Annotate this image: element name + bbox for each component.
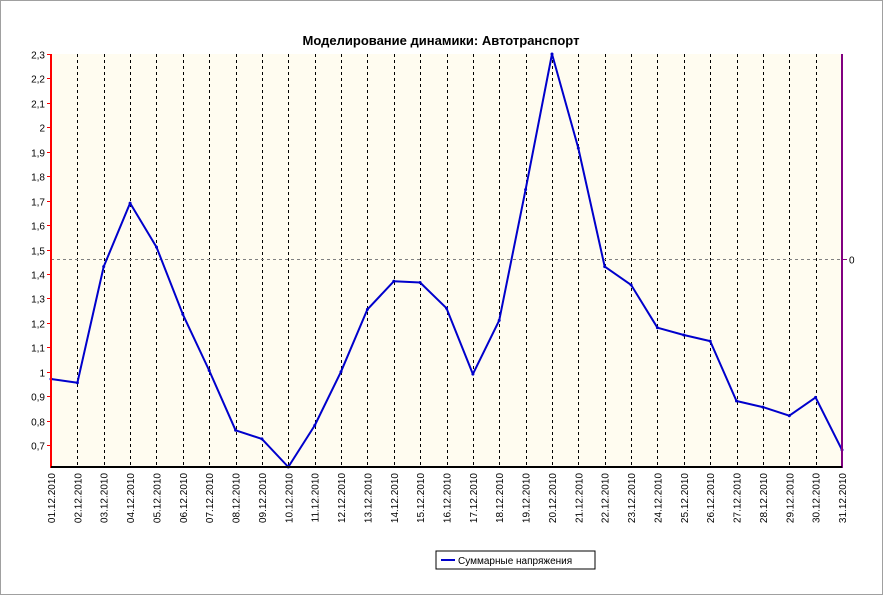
data-point — [708, 339, 712, 343]
y2-tick-label: 0 — [849, 256, 855, 267]
data-point — [234, 428, 238, 432]
data-point — [155, 245, 158, 249]
x-tick-label: 04.12.2010 — [126, 473, 137, 523]
data-point — [814, 395, 818, 399]
data-point — [761, 405, 765, 409]
x-tick-label: 17.12.2010 — [469, 473, 480, 523]
data-point — [365, 307, 369, 311]
y-tick-label: 0,7 — [31, 442, 45, 453]
x-tick-label: 25.12.2010 — [680, 473, 691, 523]
x-tick-label: 14.12.2010 — [390, 473, 401, 523]
x-tick-label: 11.12.2010 — [311, 473, 322, 523]
y-tick-label: 0,9 — [31, 393, 45, 404]
data-point — [75, 381, 79, 385]
series-layer — [49, 52, 844, 469]
data-point — [524, 188, 528, 192]
data-point — [445, 306, 448, 310]
x-tick-label: 02.12.2010 — [73, 473, 84, 523]
y-tick-label: 1,6 — [31, 222, 45, 233]
data-point — [735, 399, 738, 403]
x-tick-labels: 01.12.2010 02.12.2010 03.12.2010 04.12.2010… — [47, 473, 849, 524]
y-tick-label: 2,3 — [31, 51, 45, 62]
data-point — [313, 424, 317, 427]
x-tick-label: 03.12.2010 — [100, 473, 111, 523]
grid-layer — [77, 54, 817, 467]
x-tick-label: 15.12.2010 — [416, 473, 427, 523]
y-tick-label: 1,3 — [31, 295, 45, 306]
plot-area — [51, 54, 842, 467]
x-tick-label: 26.12.2010 — [706, 473, 717, 523]
y-tick-label: 1,7 — [31, 198, 45, 209]
x-tick-label: 01.12.2010 — [47, 473, 58, 523]
data-point — [497, 318, 501, 322]
y-tick-label: 2,1 — [31, 100, 45, 111]
x-tick-label: 06.12.2010 — [179, 473, 190, 523]
data-point — [787, 414, 791, 418]
y-tick-label: 1 — [39, 369, 45, 380]
data-point — [655, 326, 659, 330]
data-point — [181, 312, 185, 316]
x-tick-label: 20.12.2010 — [548, 473, 559, 523]
y-tick-label: 1,8 — [31, 173, 45, 184]
x-tick-label: 19.12.2010 — [522, 473, 533, 523]
y-tick-labels: 0,7 0,8 0,9 1 1,1 1,2 1,3 1,4 1,5 1,6 1,7 1,8 1,9 2 2,… — [31, 51, 51, 453]
x-tick-label: 18.12.2010 — [495, 473, 506, 523]
y-tick-label: 1,9 — [31, 149, 45, 160]
data-point — [629, 283, 633, 287]
x-tick-label: 05.12.2010 — [153, 473, 164, 523]
x-tick-label: 08.12.2010 — [232, 473, 243, 523]
x-tick-label: 29.12.2010 — [785, 473, 796, 523]
y-tick-label: 0,8 — [31, 418, 45, 429]
chart-title: Моделирование динамики: Автотранспорт — [303, 33, 580, 48]
axes-layer: 0 — [50, 54, 855, 468]
data-point — [418, 281, 422, 284]
x-tick-label: 30.12.2010 — [812, 473, 823, 523]
x-tick-label: 31.12.2010 — [838, 473, 849, 523]
y-tick-label: 2 — [39, 124, 45, 135]
legend-box — [435, 550, 596, 570]
data-point — [471, 372, 475, 376]
data-point — [576, 146, 580, 150]
data-point — [102, 265, 106, 269]
x-tick-label: 23.12.2010 — [627, 473, 638, 523]
x-tick-label: 10.12.2010 — [284, 473, 295, 523]
data-point — [128, 201, 132, 205]
legend: Суммарные напряжения — [435, 550, 596, 570]
data-point — [339, 370, 343, 374]
data-point — [392, 279, 396, 283]
x-tick-label: 22.12.2010 — [601, 473, 612, 523]
x-tick-label: 09.12.2010 — [258, 473, 269, 523]
x-tick-label: 16.12.2010 — [443, 473, 454, 523]
data-point — [207, 369, 211, 372]
y-tick-label: 1,1 — [31, 344, 45, 355]
x-tick-label: 21.12.2010 — [574, 473, 585, 523]
data-point — [603, 265, 607, 269]
data-point — [260, 437, 264, 441]
x-tick-label: 27.12.2010 — [733, 473, 744, 523]
x-tick-label: 07.12.2010 — [205, 473, 216, 523]
legend-label: Суммарные напряжения — [458, 556, 572, 567]
data-point — [682, 333, 686, 337]
x-tick-label: 28.12.2010 — [759, 473, 770, 523]
y-tick-label: 1,4 — [31, 271, 45, 282]
x-tick-label: 24.12.2010 — [653, 473, 664, 523]
y-tick-label: 1,5 — [31, 247, 45, 258]
y-tick-label: 1,2 — [31, 320, 45, 331]
x-tick-label: 12.12.2010 — [337, 473, 348, 523]
y-tick-label: 2,2 — [31, 75, 45, 86]
x-tick-label: 13.12.2010 — [363, 473, 374, 523]
data-point — [550, 52, 554, 56]
